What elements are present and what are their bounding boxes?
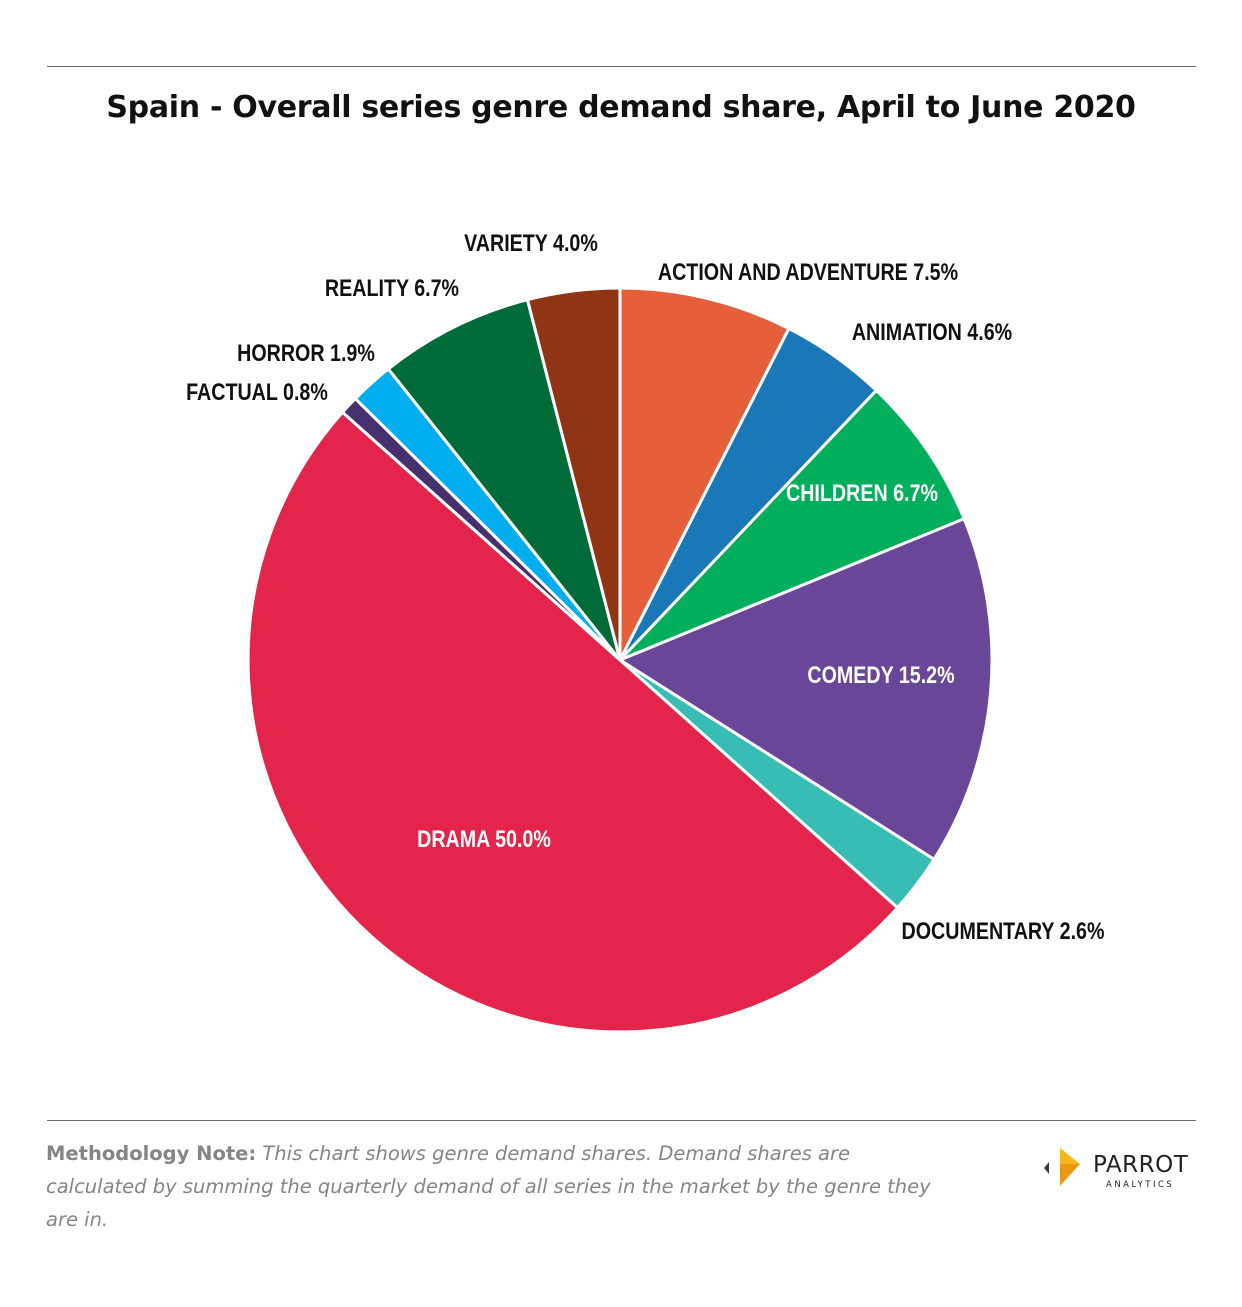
- pie-slice: [386, 298, 622, 662]
- slice-label: CHILDREN 6.7%: [786, 479, 938, 506]
- bottom-divider: [47, 1120, 1196, 1121]
- slice-label: REALITY 6.7%: [325, 274, 459, 301]
- logo-name: PARROT: [1093, 1152, 1189, 1178]
- slice-label: DOCUMENTARY 2.6%: [902, 917, 1105, 944]
- parrot-logo-icon: [1044, 1148, 1080, 1186]
- methodology-text: This chart shows genre demand shares. De…: [46, 1142, 931, 1231]
- slice-label: VARIETY 4.0%: [464, 229, 598, 256]
- pie-slice: [618, 286, 791, 662]
- slice-label: HORROR 1.9%: [237, 339, 375, 366]
- pie-slice: [246, 410, 899, 1034]
- pie-slice: [618, 517, 994, 861]
- pie-slice: [618, 388, 966, 662]
- top-divider: [47, 66, 1196, 67]
- slice-label: FACTUAL 0.8%: [186, 378, 328, 405]
- parrot-analytics-logo: PARROT ANALYTICS: [1040, 1142, 1200, 1194]
- logo-subtitle: ANALYTICS: [1106, 1180, 1175, 1190]
- slice-label: ANIMATION 4.6%: [852, 318, 1012, 345]
- slice-label: DRAMA 50.0%: [417, 825, 551, 852]
- methodology-note: Methodology Note: This chart shows genre…: [46, 1137, 946, 1236]
- slice-label: COMEDY 15.2%: [807, 661, 954, 688]
- chart-title: Spain - Overall series genre demand shar…: [106, 90, 1136, 125]
- methodology-label: Methodology Note:: [46, 1142, 257, 1165]
- slice-label: ACTION AND ADVENTURE 7.5%: [658, 258, 958, 285]
- pie-slice: [525, 286, 622, 662]
- pie-chart: ACTION AND ADVENTURE 7.5% ANIMATION 4.6% C…: [186, 229, 1105, 1034]
